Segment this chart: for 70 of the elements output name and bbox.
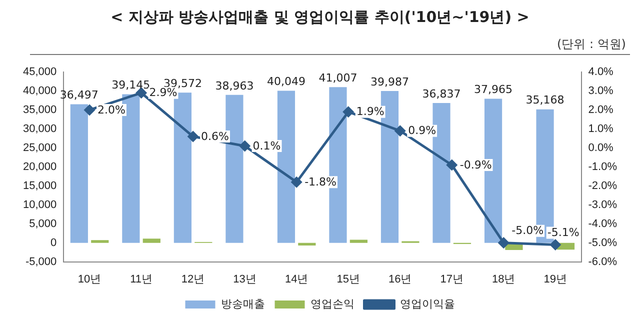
x-tick-label: 11년 <box>130 273 152 286</box>
y-tick-label: 5,000 <box>29 218 57 230</box>
point <box>343 106 354 118</box>
y2-tick-label: -3.0% <box>588 198 618 211</box>
x-tick-label: 10년 <box>78 273 102 286</box>
bar <box>298 242 316 246</box>
data-label: 0.1% <box>252 139 281 152</box>
data-label: 1.9% <box>356 105 384 118</box>
x-tick-label: 14년 <box>284 273 308 286</box>
data-label: 36,497 <box>60 88 98 102</box>
y2-tick-label: 4.0% <box>588 66 614 78</box>
bar <box>350 240 368 243</box>
data-label: 39,987 <box>370 75 409 88</box>
y2-tick-label: -6.0% <box>588 256 618 268</box>
chart-subtitle: (단위 : 억원) <box>556 36 626 53</box>
point <box>291 176 302 188</box>
legend-label: 방송매출 <box>220 298 265 311</box>
x-tick-label: 13년 <box>233 273 256 286</box>
y2-tick-label: 2.0% <box>588 104 614 116</box>
y2-tick-label: -2.0% <box>588 180 618 192</box>
y-tick-label: 20,000 <box>22 160 57 173</box>
data-label: -1.8% <box>304 175 336 188</box>
y-tick-label: 25,000 <box>22 142 57 154</box>
x-tick-label: 12년 <box>181 273 205 286</box>
y-tick-label: 15,000 <box>22 180 57 192</box>
y2-tick-label: -5.0% <box>588 236 618 249</box>
data-label: 2.9% <box>149 86 178 100</box>
chart-title: < 지상파 방송사업매출 및 영업이익률 추이('10년~'19년) > <box>110 8 530 27</box>
y2-tick-label: -4.0% <box>588 218 618 230</box>
bar <box>142 238 160 243</box>
data-label: 41,007 <box>318 72 358 85</box>
point <box>84 104 95 116</box>
y2-tick-label: 3.0% <box>588 85 614 98</box>
x-tick-label: 17년 <box>440 273 464 286</box>
bar <box>91 240 109 243</box>
data-label: 0.6% <box>201 130 230 143</box>
y-tick-label: 30,000 <box>22 122 57 135</box>
point <box>498 238 509 248</box>
point <box>394 126 406 136</box>
legend-label: 영업이익율 <box>400 298 455 311</box>
data-label: 36,837 <box>422 87 461 100</box>
y-tick-label: 35,000 <box>22 104 57 116</box>
y-tick-label: 40,000 <box>22 85 57 98</box>
x-tick-label: 15년 <box>336 273 360 286</box>
data-label: 37,965 <box>474 83 513 96</box>
y2-tick-label: 1.0% <box>588 122 614 135</box>
data-label: 2.0% <box>98 103 126 116</box>
data-label: 38,963 <box>215 79 254 92</box>
data-label: 40,049 <box>266 75 306 88</box>
data-label: 35,168 <box>526 94 564 107</box>
y2-tick-label: -1.0% <box>588 160 618 173</box>
point <box>188 131 198 142</box>
x-tick-label: 16년 <box>388 273 412 286</box>
point <box>240 140 250 152</box>
x-tick-label: 19년 <box>544 273 568 286</box>
point <box>446 160 458 170</box>
y2-tick-label: 0.0% <box>588 142 614 154</box>
y-tick-label: 0 <box>50 236 57 249</box>
data-label: 0.9% <box>408 124 436 138</box>
point <box>550 239 561 250</box>
data-label: -0.9% <box>460 158 492 172</box>
bar <box>70 104 88 243</box>
y-tick-label: 45,000 <box>22 66 57 78</box>
x-tick-label: 18년 <box>492 273 516 286</box>
data-label: 39,145 <box>112 78 150 92</box>
y-tick-label: 10,000 <box>22 198 57 211</box>
data-label: -5.0% <box>512 224 544 238</box>
legend-label: 영업손익 <box>310 298 354 311</box>
data-label: -5.1% <box>547 226 580 240</box>
y-tick-label: -5,000 <box>25 256 57 268</box>
